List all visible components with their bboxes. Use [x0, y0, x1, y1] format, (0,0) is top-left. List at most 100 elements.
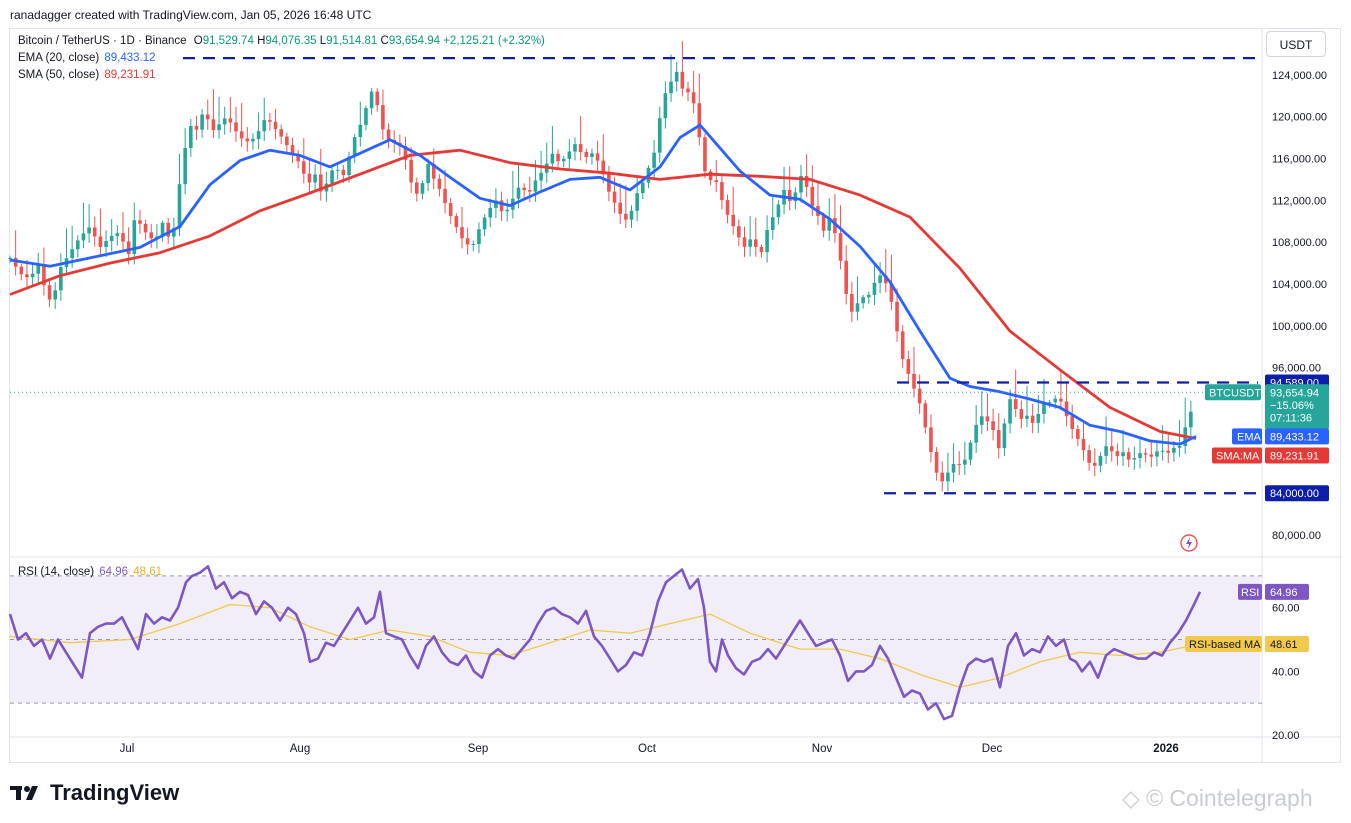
- candle-body: [522, 187, 526, 191]
- candle-body: [239, 131, 244, 139]
- candle-body: [375, 91, 380, 106]
- ema-name-tag-text: EMA: [1237, 431, 1262, 443]
- high-label: H: [257, 35, 266, 47]
- sma-name-tag-text: SMA:MA: [1216, 451, 1260, 463]
- candle-body: [612, 191, 617, 203]
- rsi-legend[interactable]: RSI (14, close) 64.96 48.61: [18, 566, 162, 578]
- candle-body: [680, 71, 685, 89]
- candle-body: [827, 218, 832, 231]
- price-tick-label-4: 108,000.00: [1272, 237, 1327, 249]
- currency-selector[interactable]: USDT: [1266, 31, 1326, 57]
- candle-body: [172, 228, 176, 237]
- candle-body: [714, 180, 719, 183]
- last-price-tag-bg: [1265, 384, 1329, 430]
- candle-body: [381, 105, 385, 130]
- candle-body: [1104, 446, 1108, 456]
- candle-body: [364, 108, 368, 125]
- time-tick-Nov: Nov: [812, 743, 833, 755]
- candle-body: [211, 119, 216, 131]
- candle-body: [731, 214, 735, 227]
- candle-body: [1047, 402, 1052, 404]
- candle-body: [985, 416, 990, 422]
- sma-legend[interactable]: SMA (50, close) 89,231.91: [18, 69, 156, 81]
- candle-body: [691, 92, 696, 104]
- candle-body: [561, 158, 566, 162]
- last-price-tag-text-1: −15.06%: [1270, 400, 1314, 412]
- candle-body: [160, 222, 165, 237]
- low-value: 91,514.81: [326, 35, 378, 47]
- candle-body: [787, 189, 792, 202]
- candle-body: [708, 171, 713, 181]
- candle-body: [1109, 446, 1114, 452]
- candle-body: [358, 124, 363, 138]
- price-tick-label-5: 104,000.00: [1272, 279, 1327, 291]
- candle-body: [217, 124, 221, 131]
- candle-body: [1070, 416, 1074, 430]
- candle-body: [13, 257, 18, 267]
- candle-body: [652, 152, 656, 168]
- candle-body: [251, 138, 255, 142]
- tradingview-brand: TradingView: [50, 780, 180, 805]
- candle-body: [121, 233, 125, 242]
- candle-body: [279, 129, 283, 137]
- cointelegraph-watermark: ◇ © Cointelegraph: [1122, 785, 1313, 812]
- candle-body: [1121, 452, 1125, 457]
- candle-body: [132, 220, 137, 255]
- rsi-legend-label: RSI (14, close): [18, 566, 95, 578]
- candle-body: [1081, 438, 1086, 451]
- candle-body: [861, 297, 865, 304]
- candle-body: [499, 200, 504, 212]
- candle-body: [222, 118, 227, 125]
- sma-legend-value: 89,231.91: [104, 69, 156, 81]
- candle-body: [1019, 409, 1024, 419]
- candle-body: [313, 174, 317, 183]
- candle-body: [980, 416, 984, 425]
- candle-body: [528, 190, 532, 192]
- candle-body: [578, 144, 583, 152]
- candle-body: [307, 173, 312, 183]
- candle-body: [900, 331, 905, 360]
- candle-body: [200, 114, 204, 130]
- candle-body: [403, 146, 408, 160]
- tradingview-logo[interactable]: TradingView: [10, 780, 179, 806]
- candle-body: [759, 246, 764, 253]
- ema-legend-label: EMA (20, close): [18, 52, 100, 64]
- candle-body: [765, 230, 769, 253]
- candle-body: [725, 200, 730, 215]
- symbol-legend[interactable]: Bitcoin / TetherUS · 1D · Binance O91,52…: [18, 35, 545, 47]
- candle-body: [369, 91, 374, 109]
- candle-body: [1030, 415, 1035, 423]
- candle-body: [460, 227, 464, 239]
- candle-body: [895, 301, 899, 332]
- candle-body: [1132, 458, 1137, 460]
- support-tag-text-0: 84,000.00: [1270, 488, 1319, 500]
- candle-body: [81, 233, 86, 241]
- candle-body: [624, 213, 628, 220]
- candle-body: [318, 174, 323, 192]
- candle-body: [1177, 445, 1182, 448]
- sma-tag-text-0: 89,231.91: [1270, 451, 1319, 463]
- candle-body: [70, 249, 74, 259]
- price-tick-label-2: 116,000.00: [1272, 154, 1326, 166]
- candle-body: [194, 126, 199, 130]
- flash-icon[interactable]: [1180, 534, 1198, 552]
- candle-body: [686, 88, 690, 93]
- candle-body: [477, 229, 481, 245]
- candle-body: [838, 233, 843, 261]
- candle-body: [770, 217, 775, 231]
- candle-body: [1093, 462, 1097, 466]
- candle-body: [1059, 398, 1063, 402]
- candle-body: [906, 359, 911, 374]
- rsi-name-tag-bg: [1238, 583, 1262, 600]
- candle-body: [92, 227, 97, 237]
- ema-legend[interactable]: EMA (20, close) 89,433.12: [18, 52, 156, 64]
- candle-body: [166, 222, 170, 237]
- candle-body: [98, 236, 103, 248]
- candle-body: [488, 207, 493, 218]
- candle-body: [833, 218, 837, 234]
- candle-body: [126, 241, 131, 255]
- candle-body: [420, 183, 425, 194]
- candle-body: [810, 186, 815, 207]
- candle-body: [431, 164, 436, 179]
